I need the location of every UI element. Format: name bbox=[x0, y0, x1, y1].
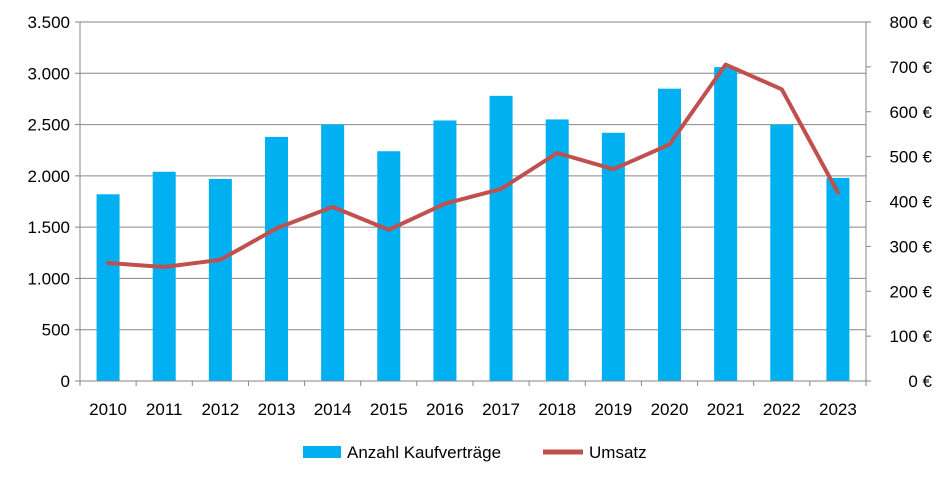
line-series bbox=[106, 62, 840, 269]
right-axis-tick-label: 400 € bbox=[889, 193, 932, 212]
left-axis-tick-label: 3.000 bbox=[27, 64, 70, 83]
right-axis-tick-label: 100 € bbox=[889, 327, 932, 346]
x-axis-tick-label: 2019 bbox=[594, 400, 632, 419]
bar bbox=[377, 151, 401, 381]
right-axis-tick-labels: 0 € 100 € 200 € 300 € 400 € 500 € 600 € 700 € 80… bbox=[889, 13, 932, 391]
bar-series bbox=[96, 67, 850, 382]
umsatz-line bbox=[106, 62, 840, 269]
left-axis-tick-label: 0 bbox=[61, 372, 70, 391]
x-axis-tick-label: 2013 bbox=[258, 400, 296, 419]
x-axis-tick-label: 2021 bbox=[707, 400, 745, 419]
legend-label-line: Umsatz bbox=[589, 443, 647, 462]
x-axis-tick-label: 2014 bbox=[314, 400, 352, 419]
bar bbox=[96, 194, 120, 381]
x-axis-tick-label: 2016 bbox=[426, 400, 464, 419]
bar bbox=[658, 88, 681, 382]
x-axis-tick-label: 2015 bbox=[370, 400, 408, 419]
x-axis-tick-label: 2012 bbox=[201, 400, 239, 419]
left-axis-tick-labels: 0 500 1.000 1.500 2.000 2.500 3.000 3.500 bbox=[27, 13, 70, 391]
right-axis-tick-label: 600 € bbox=[889, 103, 932, 122]
left-axis-tick-label: 3.500 bbox=[27, 13, 70, 32]
bar bbox=[152, 171, 176, 381]
bar bbox=[208, 178, 232, 381]
x-axis-tick-label: 2022 bbox=[763, 400, 801, 419]
x-axis-tick-label: 2011 bbox=[146, 400, 183, 419]
x-axis-tick-labels: 2010 2011 2012 2013 2014 2015 2016 2017 2018 2019… bbox=[89, 400, 857, 419]
bar bbox=[321, 124, 345, 382]
axes bbox=[75, 21, 871, 386]
right-axis-tick-label: 800 € bbox=[889, 13, 932, 32]
x-axis-tick-label: 2018 bbox=[538, 400, 576, 419]
left-axis-tick-label: 2.000 bbox=[27, 167, 70, 186]
gridlines bbox=[80, 21, 866, 331]
left-axis-tick-label: 2.500 bbox=[27, 116, 70, 135]
bar bbox=[265, 136, 288, 381]
legend-swatch-bar bbox=[303, 446, 341, 458]
legend: Anzahl Kaufverträge Umsatz bbox=[303, 443, 647, 462]
bar bbox=[826, 177, 850, 381]
bar bbox=[545, 119, 569, 381]
right-axis-tick-label: 500 € bbox=[889, 148, 932, 167]
x-axis-tick-label: 2020 bbox=[651, 400, 689, 419]
bar bbox=[489, 95, 513, 381]
left-axis-tick-label: 1.000 bbox=[27, 269, 70, 288]
bar bbox=[433, 120, 457, 382]
bar bbox=[714, 67, 738, 381]
legend-label-bar: Anzahl Kaufverträge bbox=[347, 443, 501, 462]
right-axis-tick-label: 200 € bbox=[889, 282, 932, 301]
right-axis-tick-label: 300 € bbox=[889, 237, 932, 256]
x-axis-tick-label: 2017 bbox=[482, 400, 520, 419]
right-axis-tick-label: 0 € bbox=[908, 372, 932, 391]
right-axis-tick-label: 700 € bbox=[889, 58, 932, 77]
bar bbox=[601, 132, 625, 381]
x-axis-tick-label: 2010 bbox=[89, 400, 127, 419]
left-axis-tick-label: 500 bbox=[42, 321, 70, 340]
left-axis-tick-label: 1.500 bbox=[27, 218, 70, 237]
x-axis-tick-label: 2023 bbox=[819, 400, 857, 419]
bar bbox=[770, 124, 794, 382]
